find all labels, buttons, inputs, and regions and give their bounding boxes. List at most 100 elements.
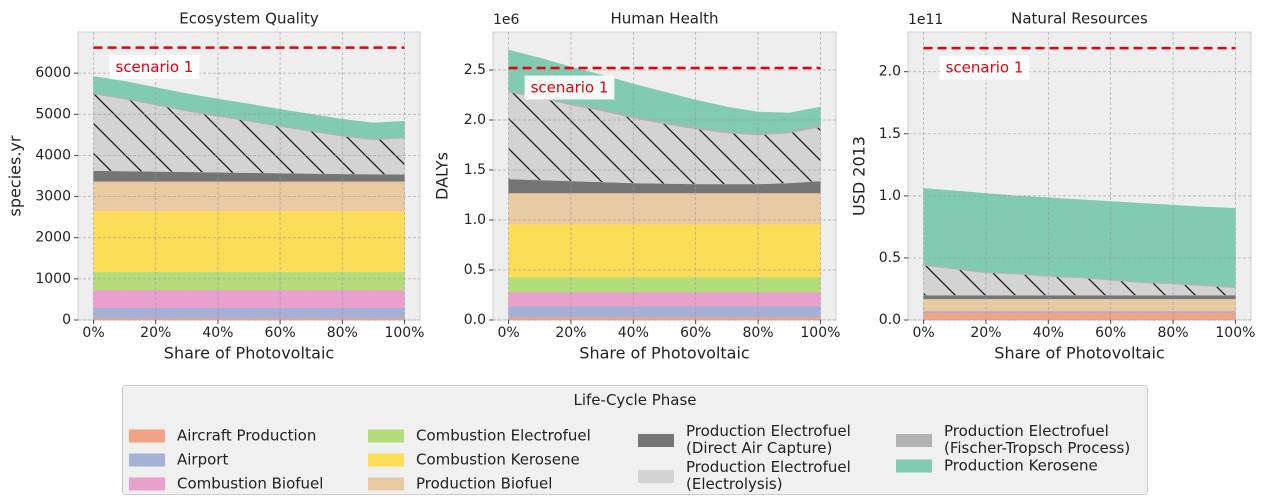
x-tick-label: 80% — [327, 325, 358, 341]
y-tick-label: 1000 — [35, 271, 71, 287]
y-tick-label: 2.5 — [464, 62, 486, 78]
legend-label: Production Biofuel — [416, 474, 553, 493]
legend-entry: Combustion Electrofuel — [368, 426, 646, 445]
legend-label: Production Electrofuel (Fischer-Tropsch … — [944, 422, 1131, 457]
y-tick-label: 2.0 — [879, 64, 901, 80]
legend-title: Life-Cycle Phase — [573, 391, 697, 409]
area — [923, 298, 1236, 311]
charts: 0 1000 2000 3000 4000 5000 6000 0% 20% 40% 60% 80% 1… — [6, 10, 1256, 363]
x-tick-label: 60% — [265, 325, 296, 341]
area — [923, 312, 1236, 321]
y-tick-label: 1.5 — [879, 126, 901, 142]
x-tick-label: 80% — [742, 325, 773, 341]
annotation-box — [939, 55, 1030, 80]
legend-entry: Production Electrofuel (Fischer-Tropsch … — [896, 423, 1164, 457]
annotation: scenario 1 — [531, 79, 609, 97]
legend-swatch — [129, 429, 165, 443]
legend-entry: Airport — [129, 450, 377, 469]
chart-title: Human Health — [610, 10, 718, 28]
legend-entry: Production Electrofuel (Direct Air Captu… — [638, 423, 886, 457]
hatch — [923, 265, 1236, 296]
axis-offset: 1e11 — [908, 12, 943, 28]
legend-label: Production Kerosene — [944, 456, 1098, 475]
hatch — [93, 94, 405, 175]
y-tick-label: 3000 — [35, 189, 71, 205]
area — [93, 289, 405, 308]
area — [508, 192, 821, 225]
legend-swatch — [368, 453, 404, 467]
x-axis-label: Share of Photovoltaic — [579, 344, 749, 363]
legend-swatch — [896, 459, 932, 473]
y-tick-label: 6000 — [35, 65, 71, 81]
x-tick-label: 60% — [680, 325, 711, 341]
legend-swatch — [129, 453, 165, 467]
x-tick-label: 20% — [970, 325, 1001, 341]
area — [508, 223, 821, 278]
y-tick-label: 2.0 — [464, 112, 486, 128]
chart-title: Natural Resources — [1011, 10, 1148, 28]
legend-swatch — [129, 477, 165, 491]
legend-entry: Production Electrofuel (Electrolysis) — [638, 459, 886, 493]
chart-title: Ecosystem Quality — [179, 10, 319, 28]
y-tick-label: 0.0 — [879, 312, 901, 328]
legend-entry: Combustion Kerosene — [368, 450, 646, 469]
axis-offset: 1e6 — [493, 12, 520, 28]
y-axis-label: USD 2013 — [850, 136, 869, 216]
area — [93, 307, 405, 319]
x-tick-label: 100% — [384, 325, 424, 341]
y-tick-label: 1.5 — [464, 162, 486, 178]
legend-swatch — [638, 469, 674, 483]
area — [508, 291, 821, 307]
x-tick-label: 20% — [555, 325, 586, 341]
x-tick-label: 0% — [912, 325, 934, 341]
legend-label: Production Electrofuel (Direct Air Captu… — [686, 422, 851, 457]
x-tick-label: 40% — [618, 325, 649, 341]
annotation: scenario 1 — [116, 58, 194, 76]
y-tick-label: 0.0 — [464, 312, 486, 328]
x-tick-label: 0% — [82, 325, 104, 341]
y-tick-label: 0 — [62, 312, 71, 328]
x-tick-label: 100% — [1215, 325, 1255, 341]
area — [923, 188, 1236, 287]
legend-label: Combustion Kerosene — [416, 450, 580, 469]
legend-label: Aircraft Production — [177, 426, 317, 445]
area — [508, 305, 821, 318]
legend-swatch — [638, 433, 674, 447]
legend-label: Combustion Biofuel — [177, 474, 324, 493]
legend-swatch — [896, 433, 932, 447]
x-axis-label: Share of Photovoltaic — [994, 344, 1164, 363]
annotation: scenario 1 — [946, 59, 1024, 77]
x-tick-label: 0% — [497, 325, 519, 341]
x-axis-label: Share of Photovoltaic — [164, 344, 334, 363]
y-tick-label: 1.0 — [879, 188, 901, 204]
hatch — [508, 92, 821, 184]
y-tick-label: 1.0 — [464, 212, 486, 228]
area — [923, 294, 1236, 300]
legend-label: Airport — [177, 450, 229, 469]
legend: Life-Cycle Phase Aircraft Production Airp… — [122, 385, 1148, 495]
area — [93, 76, 405, 139]
y-tick-label: 2000 — [35, 230, 71, 246]
area — [93, 181, 405, 212]
y-axis-label: species.yr — [6, 135, 25, 216]
y-tick-label: 0.5 — [464, 262, 486, 278]
area — [508, 276, 821, 293]
legend-entry: Combustion Biofuel — [129, 474, 377, 493]
annotation-box — [524, 75, 615, 100]
legend-label: Production Electrofuel (Electrolysis) — [686, 458, 851, 493]
annotation-box — [109, 55, 200, 80]
area — [93, 271, 405, 291]
x-tick-label: 20% — [140, 325, 171, 341]
legend-entry: Production Kerosene — [896, 456, 1164, 475]
x-tick-label: 60% — [1095, 325, 1126, 341]
legend-entry: Production Biofuel — [368, 474, 646, 493]
x-tick-label: 40% — [1033, 325, 1064, 341]
legend-swatch — [368, 477, 404, 491]
x-tick-label: 80% — [1157, 325, 1188, 341]
legend-label: Combustion Electrofuel — [416, 426, 591, 445]
y-axis-label: DALYs — [433, 152, 452, 200]
y-tick-label: 5000 — [35, 106, 71, 122]
legend-entry: Aircraft Production — [129, 426, 377, 445]
area — [508, 316, 821, 321]
